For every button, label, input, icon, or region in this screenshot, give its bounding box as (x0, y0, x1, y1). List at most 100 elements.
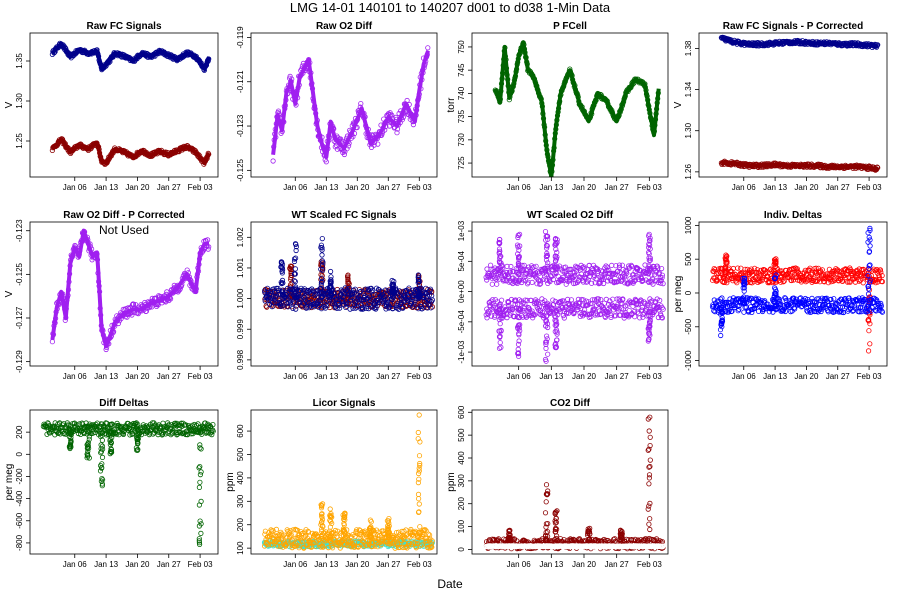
data-point (354, 116, 361, 123)
data-point (506, 97, 512, 103)
data-point (108, 333, 115, 339)
data-point (284, 91, 291, 97)
data-point (878, 269, 884, 275)
spike-point (552, 328, 558, 335)
data-point (172, 288, 178, 295)
data-point (535, 277, 541, 283)
spike-point (544, 306, 550, 313)
y-axis-label: V (4, 290, 15, 297)
data-point (185, 272, 191, 279)
data-point (106, 341, 112, 347)
data-point (580, 297, 587, 303)
data-point (540, 111, 546, 117)
data-point (306, 56, 312, 63)
y-tick-label: 1.34 (684, 81, 693, 97)
spike-point (646, 257, 652, 263)
spike-point (515, 341, 522, 347)
data-point (51, 319, 58, 325)
spike-point (390, 285, 397, 291)
spike-point (772, 258, 778, 265)
data-point (54, 306, 60, 312)
panel-title: WT Scaled O2 Diff (527, 210, 614, 221)
x-tick-label: Jan 20 (125, 183, 150, 192)
y-tick-label: 0.998 (236, 349, 245, 370)
spike-point (318, 280, 324, 286)
data-point (879, 272, 885, 279)
data-point (809, 295, 815, 301)
data-point (550, 276, 557, 283)
data-point (521, 46, 528, 52)
spike-point (543, 333, 550, 339)
series-p-fcell (492, 40, 661, 177)
data-point (540, 115, 547, 122)
spike-point (722, 270, 728, 276)
data-point (305, 64, 311, 70)
spike-point (326, 285, 333, 291)
plot-frame (250, 32, 438, 178)
data-point (803, 279, 809, 285)
data-point (876, 274, 883, 280)
panel-title: Raw O2 Diff (316, 21, 373, 32)
data-point (496, 303, 503, 309)
spike-point (552, 322, 558, 328)
data-point (373, 304, 379, 311)
data-point (142, 299, 148, 306)
data-point (348, 135, 354, 141)
x-tick-label: Jan 20 (345, 183, 370, 192)
data-point (206, 151, 212, 157)
data-point (820, 301, 826, 307)
data-point (306, 305, 312, 311)
data-point (351, 130, 358, 137)
spike-point (772, 264, 778, 270)
data-point (496, 276, 502, 282)
spike-point (497, 265, 503, 271)
data-point (504, 263, 510, 269)
data-point (653, 106, 660, 112)
data-point (424, 305, 431, 311)
spike-point (516, 330, 522, 337)
data-point (419, 305, 425, 312)
data-point (383, 123, 389, 130)
data-point (103, 346, 109, 353)
x-tick-label: Feb 03 (188, 183, 213, 192)
data-point (51, 323, 57, 329)
spike-point (497, 339, 503, 346)
data-point (581, 310, 587, 316)
data-point (555, 105, 562, 112)
data-point (497, 99, 503, 105)
data-point (631, 308, 638, 315)
x-tick-label: Jan 20 (572, 183, 597, 192)
spike-point (552, 258, 559, 264)
data-point (425, 45, 431, 51)
data-point (129, 154, 135, 160)
data-point (104, 160, 110, 166)
data-point (352, 305, 359, 311)
data-point (605, 309, 611, 315)
data-point (296, 82, 302, 88)
data-point (354, 124, 360, 131)
data-point (399, 117, 405, 123)
data-point (400, 288, 406, 294)
spike-point (773, 256, 779, 262)
series-line (50, 137, 211, 166)
data-point (551, 145, 557, 151)
data-point (596, 301, 602, 307)
plot-frame (29, 221, 219, 367)
data-point (336, 305, 343, 311)
data-point (552, 136, 558, 142)
data-point (318, 138, 324, 144)
spike-point (496, 239, 502, 245)
data-point (322, 152, 328, 158)
data-point (96, 144, 102, 150)
plot-area (49, 40, 212, 167)
spike-point (516, 262, 522, 268)
spike-point (515, 251, 521, 257)
data-point (503, 56, 509, 63)
data-point (89, 246, 95, 252)
data-point (124, 314, 130, 320)
data-point (50, 331, 56, 337)
data-point (736, 275, 742, 281)
spike-point (542, 356, 549, 363)
data-point (280, 118, 286, 124)
